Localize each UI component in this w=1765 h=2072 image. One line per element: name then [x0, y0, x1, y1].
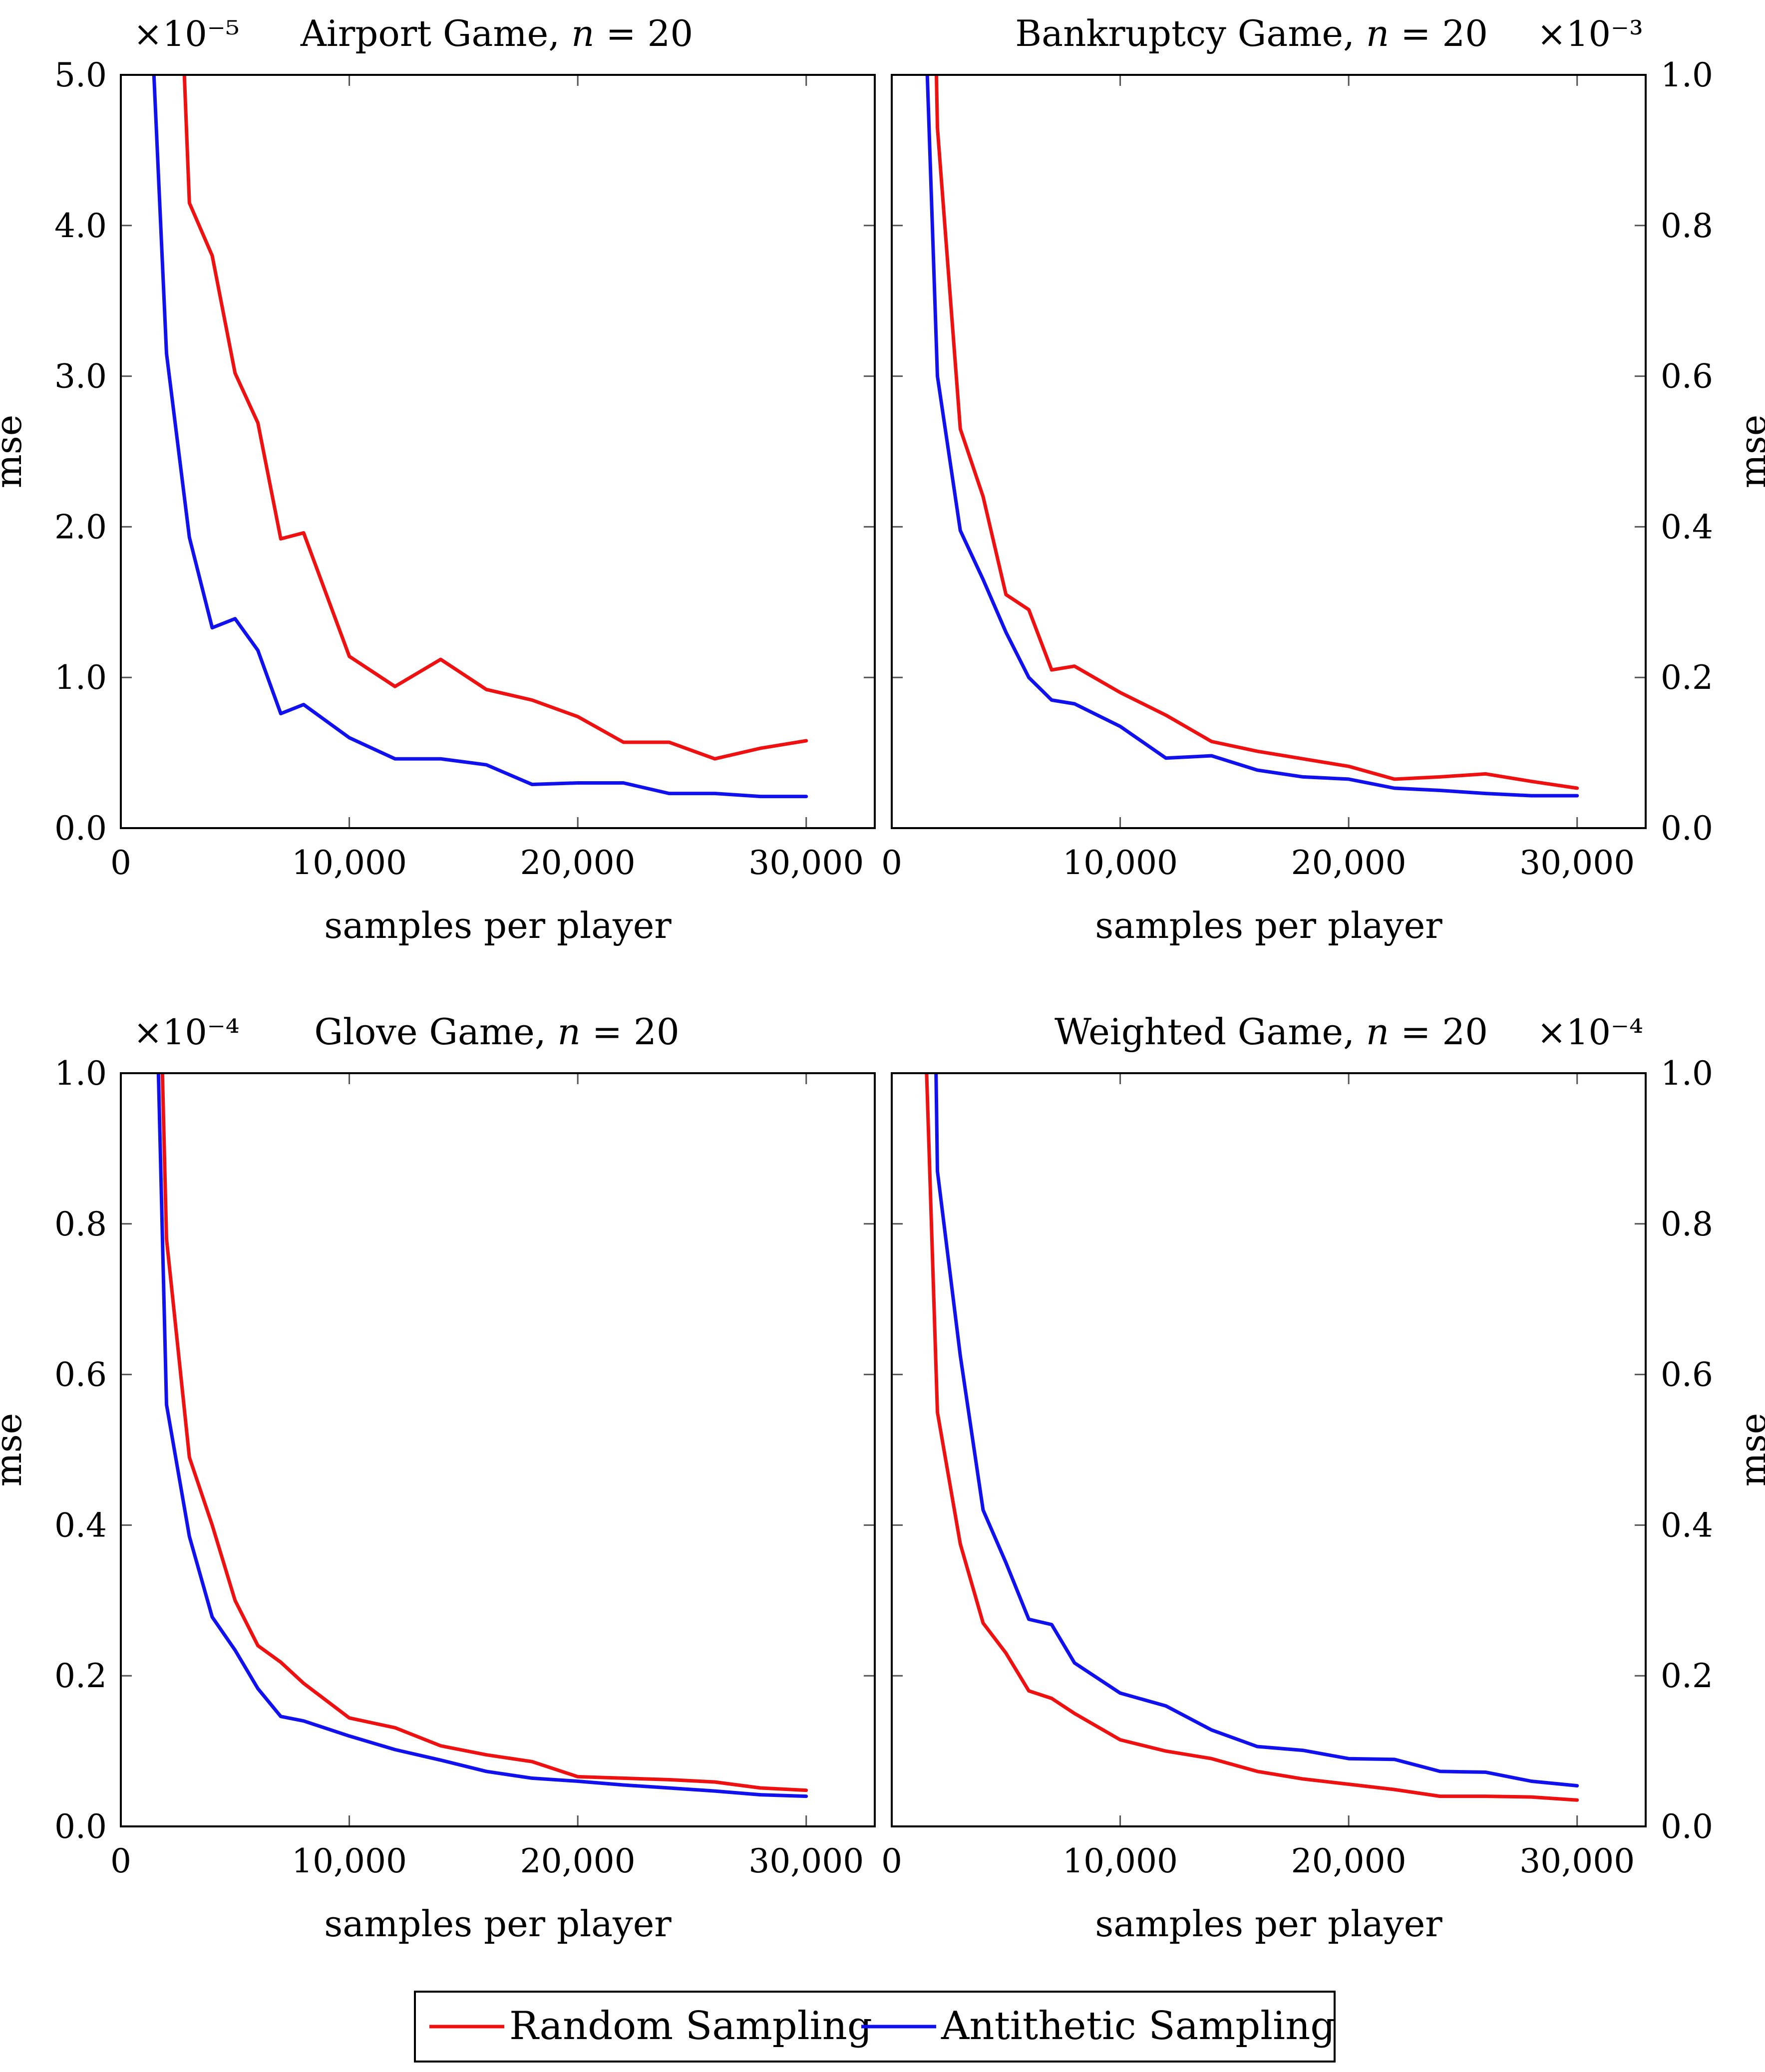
legend: Random Sampling Antithetic Sampling	[414, 1991, 1336, 2063]
panel-title-variable: n	[1366, 12, 1389, 54]
x-tick-label: 10,000	[1062, 1842, 1178, 1880]
x-tick-label: 0	[881, 844, 902, 882]
panel-title-variable: n	[558, 1011, 581, 1053]
x-axis-label: samples per player	[324, 904, 672, 946]
plot-area	[925, 1073, 1579, 1802]
x-axis-label: samples per player	[1095, 1903, 1442, 1945]
chart-panel-airport: 0 10,000 20,000 30,000 0.0 1.0 2.0 3.0 4.0 5.0 sam…	[0, 12, 876, 946]
y-tick-label: 0.0	[54, 809, 107, 848]
series-line-random	[160, 1073, 808, 1792]
plot-area	[925, 75, 1579, 798]
y-tick-label: 4.0	[54, 207, 107, 245]
x-tick-label: 20,000	[520, 1842, 636, 1880]
x-tick-label: 20,000	[520, 844, 636, 882]
panel-title-main: Glove Game,	[314, 1011, 557, 1053]
x-axis-label: samples per player	[324, 1903, 672, 1945]
y-tick-label: 0.4	[1661, 508, 1713, 546]
x-tick-label: 0	[110, 1842, 131, 1880]
axis-frame	[120, 1072, 876, 1827]
y-tick-label: 0.8	[1661, 207, 1713, 245]
x-tick-label: 0	[881, 1842, 902, 1880]
series-line-antithetic	[156, 1073, 808, 1798]
x-tick-label: 20,000	[1291, 1842, 1407, 1880]
panel-title: Bankruptcy Game, n = 20	[1015, 12, 1488, 54]
series-line-antithetic	[152, 75, 808, 799]
axis-frame	[891, 74, 1647, 829]
panel-title-equals: = 20	[1389, 1011, 1488, 1053]
y-tick-label: 0.4	[54, 1506, 107, 1544]
series-line-random	[925, 1073, 1579, 1802]
y-tick-label: 0.6	[1661, 1356, 1713, 1394]
y-tick-label: 0.2	[1661, 1657, 1713, 1695]
scale-exponent-label: ×10⁻⁴	[1537, 1012, 1643, 1053]
y-tick-label: 0.0	[1661, 1807, 1713, 1846]
panel-title-variable: n	[1366, 1011, 1389, 1053]
scale-exponent-label: ×10⁻³	[1537, 13, 1643, 54]
legend-label-random: Random Sampling	[509, 2004, 872, 2049]
panel-title-variable: n	[571, 12, 594, 54]
x-tick-label: 10,000	[292, 1842, 407, 1880]
chart-panel-bankruptcy: 0 10,000 20,000 30,000 0.0 0.2 0.4 0.6 0.8 1.0 sam…	[881, 12, 1765, 946]
axis-frame	[891, 1072, 1647, 1827]
chart-panel-glove: 0 10,000 20,000 30,000 0.0 0.2 0.4 0.6 0.8 1.0 sam…	[0, 1011, 876, 1945]
y-tick-label: 1.0	[1661, 56, 1713, 94]
panel-title-main: Weighted Game,	[1055, 1011, 1366, 1053]
panel-title-main: Bankruptcy Game,	[1015, 12, 1366, 54]
y-tick-label: 0.6	[54, 1356, 107, 1394]
x-tick-label: 10,000	[292, 844, 407, 882]
series-line-antithetic	[925, 75, 1579, 798]
x-tick-label: 0	[110, 844, 131, 882]
x-tick-label: 10,000	[1062, 844, 1178, 882]
y-tick-label: 0.4	[1661, 1506, 1713, 1544]
series-line-random	[934, 75, 1579, 790]
y-tick-label: 1.0	[54, 658, 107, 697]
y-tick-label: 0.8	[1661, 1205, 1713, 1243]
x-axis-label: samples per player	[1095, 904, 1442, 946]
y-axis-label: mse	[1732, 1413, 1765, 1487]
y-axis-label: mse	[1732, 415, 1765, 489]
y-tick-label: 0.8	[54, 1205, 107, 1243]
y-axis-label: mse	[0, 415, 29, 489]
chart-panel-weighted: 0 10,000 20,000 30,000 0.0 0.2 0.4 0.6 0.8 1.0 sam…	[881, 1011, 1765, 1945]
y-tick-label: 5.0	[54, 56, 107, 94]
y-tick-label: 1.0	[1661, 1054, 1713, 1093]
panel-title: Glove Game, n = 20	[314, 1011, 679, 1053]
x-tick-label: 30,000	[748, 844, 864, 882]
x-tick-label: 20,000	[1291, 844, 1407, 882]
panel-title: Weighted Game, n = 20	[1055, 1011, 1488, 1053]
panel-title-equals: = 20	[594, 12, 693, 54]
x-tick-label: 30,000	[1519, 1842, 1635, 1880]
plot-area	[152, 75, 808, 799]
y-tick-label: 3.0	[54, 357, 107, 396]
x-tick-label: 30,000	[748, 1842, 864, 1880]
y-axis-label: mse	[0, 1413, 29, 1487]
y-tick-label: 0.2	[1661, 658, 1713, 697]
y-tick-label: 1.0	[54, 1054, 107, 1093]
series-line-antithetic	[934, 1073, 1579, 1787]
axis-frame	[120, 74, 876, 829]
y-tick-label: 0.0	[54, 1807, 107, 1846]
x-tick-label: 30,000	[1519, 844, 1635, 882]
panel-title-main: Airport Game,	[300, 12, 571, 54]
legend-label-antithetic: Antithetic Sampling	[941, 2004, 1335, 2049]
y-tick-label: 0.2	[54, 1657, 107, 1695]
panel-title-equals: = 20	[581, 1011, 680, 1053]
y-tick-label: 0.6	[1661, 357, 1713, 396]
panel-title-equals: = 20	[1389, 12, 1488, 54]
y-tick-label: 0.0	[1661, 809, 1713, 848]
series-line-random	[182, 75, 808, 761]
panel-title: Airport Game, n = 20	[300, 12, 693, 54]
scale-exponent-label: ×10⁻⁵	[133, 13, 240, 54]
y-tick-label: 2.0	[54, 508, 107, 546]
scale-exponent-label: ×10⁻⁴	[133, 1012, 240, 1053]
plot-area	[156, 1073, 808, 1798]
